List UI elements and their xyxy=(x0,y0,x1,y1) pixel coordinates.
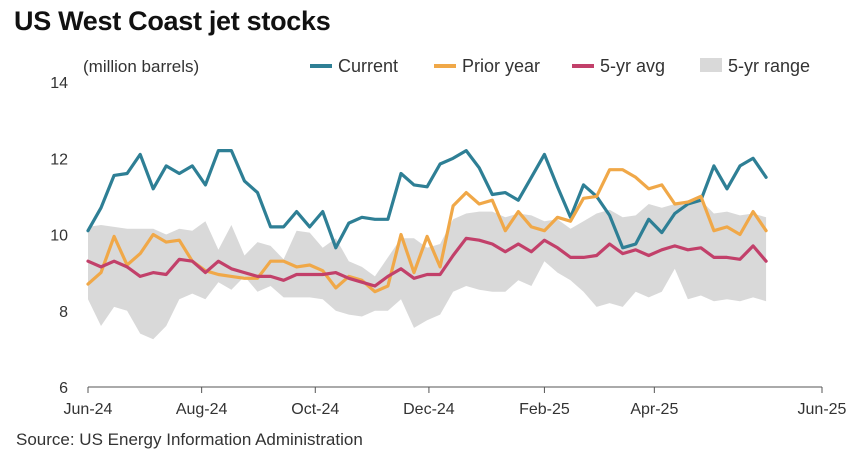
series-lines xyxy=(86,149,768,294)
y-tick-label: 8 xyxy=(59,304,68,321)
x-tick-label: Jun-25 xyxy=(798,401,847,418)
band-layer xyxy=(88,200,767,340)
legend: Current Prior year 5-yr avg 5-yr range xyxy=(310,56,810,76)
x-tick-label: Jun-24 xyxy=(64,401,113,418)
x-tick-label: Aug-24 xyxy=(176,401,228,418)
x-tick-label: Oct-24 xyxy=(291,401,339,418)
x-tick-label: Apr-25 xyxy=(630,401,678,418)
y-tick-label: 6 xyxy=(59,380,68,397)
legend-label-prior-year: Prior year xyxy=(462,56,540,76)
axes: 6 8 10 12 14 Jun-24 Aug-24 Oct-24 Dec-24 Feb-25 Ap… xyxy=(50,75,846,418)
x-tick-label: Dec-24 xyxy=(403,401,455,418)
x-tick-label: Feb-25 xyxy=(519,401,570,418)
range-band xyxy=(88,200,767,340)
legend-label-current: Current xyxy=(338,56,398,76)
legend-label-5-yr-range: 5-yr range xyxy=(728,56,810,76)
legend-label-5-yr-avg: 5-yr avg xyxy=(600,56,665,76)
source-note: Source: US Energy Information Administra… xyxy=(16,430,363,449)
unit-label: (million barrels) xyxy=(83,57,199,76)
legend-swatch-5-yr-range xyxy=(700,58,722,72)
y-tick-label: 12 xyxy=(50,151,68,168)
y-tick-label: 10 xyxy=(50,228,68,245)
y-tick-label: 14 xyxy=(50,75,68,92)
chart-title: US West Coast jet stocks xyxy=(14,6,331,36)
series-line-current xyxy=(86,149,768,250)
series-line-5-yr-avg xyxy=(86,236,768,288)
